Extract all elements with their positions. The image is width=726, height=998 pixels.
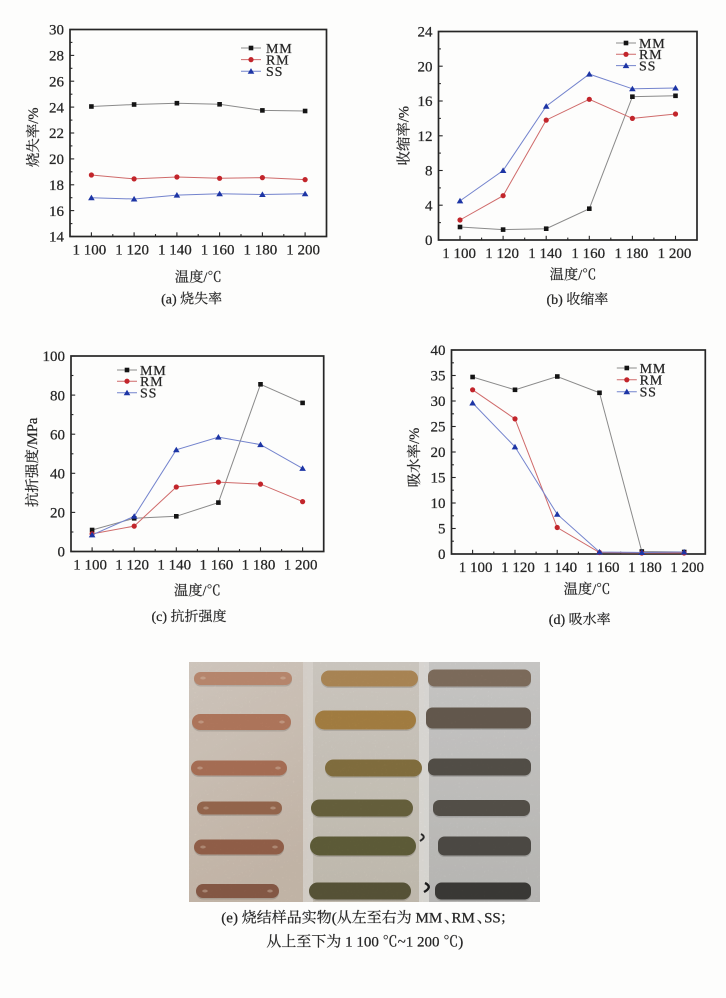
svg-text:(b): (b) bbox=[547, 293, 564, 308]
svg-text:1 120: 1 120 bbox=[501, 560, 535, 576]
svg-text:14: 14 bbox=[49, 230, 65, 246]
svg-text:SS: SS bbox=[140, 387, 157, 402]
svg-text:20: 20 bbox=[431, 445, 446, 461]
svg-text:1 120: 1 120 bbox=[115, 558, 149, 574]
svg-text:1 140: 1 140 bbox=[543, 560, 577, 576]
svg-text:1 180: 1 180 bbox=[242, 558, 276, 574]
svg-text:RM: RM bbox=[640, 374, 663, 389]
svg-text:60: 60 bbox=[50, 427, 65, 443]
svg-text:/%: /% bbox=[407, 428, 423, 444]
svg-text:30: 30 bbox=[431, 394, 446, 410]
svg-text:1 140: 1 140 bbox=[528, 246, 562, 262]
svg-text:1 100: 1 100 bbox=[459, 560, 493, 576]
svg-text:1 180: 1 180 bbox=[244, 243, 278, 259]
svg-text:SS: SS bbox=[639, 59, 656, 74]
svg-text:1 120: 1 120 bbox=[115, 243, 149, 259]
svg-text:40: 40 bbox=[50, 467, 65, 483]
svg-text:/: / bbox=[203, 270, 207, 286]
svg-text:(e): (e) bbox=[221, 911, 238, 927]
svg-text:0: 0 bbox=[58, 545, 66, 561]
svg-text:20: 20 bbox=[418, 60, 433, 76]
svg-text:8: 8 bbox=[425, 164, 433, 180]
svg-text:1 200: 1 200 bbox=[670, 560, 704, 576]
svg-text:1 200: 1 200 bbox=[658, 246, 692, 262]
svg-text:1 100: 1 100 bbox=[442, 246, 476, 262]
svg-text:5: 5 bbox=[438, 522, 446, 538]
svg-text:MM: MM bbox=[639, 37, 666, 52]
svg-text:MM: MM bbox=[140, 364, 167, 379]
svg-text:1 200: 1 200 bbox=[286, 243, 320, 259]
svg-text:0: 0 bbox=[438, 547, 446, 563]
svg-text:/: / bbox=[203, 583, 207, 599]
svg-text:MM: MM bbox=[640, 362, 667, 377]
svg-text:(: ( bbox=[332, 911, 337, 927]
svg-text:SS: SS bbox=[640, 386, 657, 401]
svg-text:MM: MM bbox=[266, 42, 293, 57]
svg-text:(a): (a) bbox=[161, 292, 177, 307]
svg-text:24: 24 bbox=[49, 100, 65, 116]
svg-text:/%: /% bbox=[26, 108, 42, 124]
svg-text:18: 18 bbox=[49, 178, 64, 194]
svg-text:12: 12 bbox=[418, 129, 433, 145]
svg-text:1 140: 1 140 bbox=[158, 243, 192, 259]
svg-text:1 160: 1 160 bbox=[571, 246, 605, 262]
svg-text:/%: /% bbox=[397, 106, 413, 122]
svg-text:1 200: 1 200 bbox=[284, 558, 318, 574]
svg-text:1 160: 1 160 bbox=[586, 560, 620, 576]
svg-text:1 100: 1 100 bbox=[345, 935, 379, 951]
svg-text:RM: RM bbox=[452, 911, 475, 927]
svg-text:10: 10 bbox=[431, 496, 446, 512]
svg-text:26: 26 bbox=[49, 75, 65, 91]
svg-text:28: 28 bbox=[49, 49, 64, 65]
svg-text:RM: RM bbox=[140, 375, 163, 390]
svg-text:1 100: 1 100 bbox=[73, 243, 107, 259]
svg-text:40: 40 bbox=[431, 343, 446, 359]
svg-text:80: 80 bbox=[50, 388, 65, 404]
svg-text:/: / bbox=[578, 267, 582, 283]
svg-text:RM: RM bbox=[266, 53, 289, 68]
svg-text:1 140: 1 140 bbox=[157, 558, 191, 574]
svg-text:25: 25 bbox=[431, 420, 446, 436]
svg-text:1 180: 1 180 bbox=[615, 246, 649, 262]
svg-text:24: 24 bbox=[418, 25, 434, 41]
svg-text:100: 100 bbox=[43, 349, 66, 365]
svg-text:RM: RM bbox=[639, 48, 662, 63]
svg-text:(d): (d) bbox=[549, 613, 566, 628]
svg-text:35: 35 bbox=[431, 369, 446, 385]
svg-text:22: 22 bbox=[49, 126, 64, 142]
svg-text:(c): (c) bbox=[152, 610, 168, 625]
svg-text:MM: MM bbox=[416, 911, 443, 927]
svg-text:16: 16 bbox=[49, 204, 65, 220]
svg-text:20: 20 bbox=[50, 506, 65, 522]
svg-text:/MPa: /MPa bbox=[25, 417, 41, 449]
svg-text:16: 16 bbox=[418, 94, 434, 110]
svg-text:15: 15 bbox=[431, 471, 446, 487]
svg-text:/: / bbox=[592, 582, 596, 598]
svg-text:4: 4 bbox=[425, 198, 433, 214]
svg-text:1 100: 1 100 bbox=[73, 558, 107, 574]
svg-text:0: 0 bbox=[425, 233, 433, 249]
svg-text:SS: SS bbox=[266, 65, 283, 80]
svg-text:30: 30 bbox=[49, 23, 64, 39]
svg-text:1 120: 1 120 bbox=[485, 246, 519, 262]
svg-text:1 160: 1 160 bbox=[201, 243, 235, 259]
svg-text:SS: SS bbox=[484, 911, 501, 927]
svg-text:~1 200: ~1 200 bbox=[398, 935, 440, 951]
svg-text:1 180: 1 180 bbox=[628, 560, 662, 576]
svg-text:): ) bbox=[458, 935, 463, 951]
svg-text:1 160: 1 160 bbox=[200, 558, 234, 574]
svg-text:20: 20 bbox=[49, 152, 64, 168]
